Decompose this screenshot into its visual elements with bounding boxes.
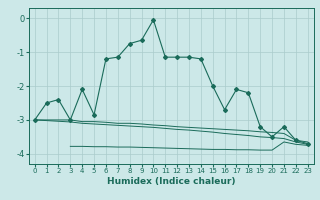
X-axis label: Humidex (Indice chaleur): Humidex (Indice chaleur) xyxy=(107,177,236,186)
